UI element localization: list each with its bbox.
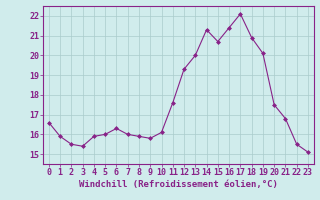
X-axis label: Windchill (Refroidissement éolien,°C): Windchill (Refroidissement éolien,°C)	[79, 180, 278, 189]
